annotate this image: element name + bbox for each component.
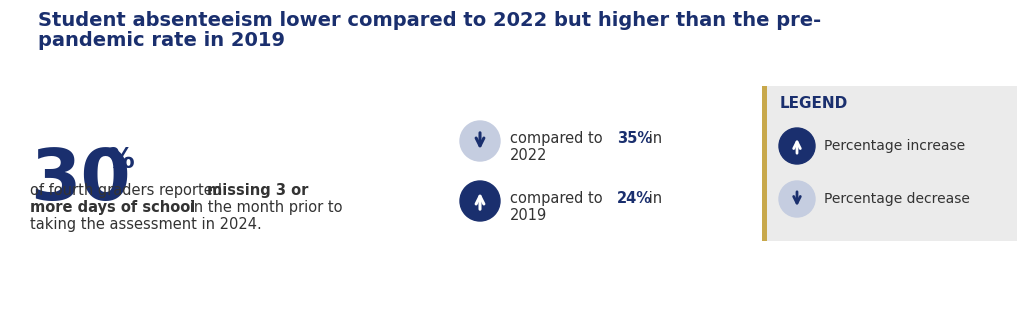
Text: in the month prior to: in the month prior to xyxy=(185,200,342,215)
Text: more days of school: more days of school xyxy=(30,200,196,215)
FancyBboxPatch shape xyxy=(762,86,767,241)
Text: LEGEND: LEGEND xyxy=(780,96,848,111)
Text: Percentage decrease: Percentage decrease xyxy=(824,192,970,206)
Text: Student absenteeism lower compared to 2022 but higher than the pre-: Student absenteeism lower compared to 20… xyxy=(38,11,821,30)
Text: pandemic rate in 2019: pandemic rate in 2019 xyxy=(38,31,285,50)
Text: missing 3 or: missing 3 or xyxy=(207,183,308,198)
Text: 2019: 2019 xyxy=(510,208,547,223)
Text: 24%: 24% xyxy=(617,191,652,206)
FancyBboxPatch shape xyxy=(762,86,1017,241)
Circle shape xyxy=(779,181,815,217)
Text: 2022: 2022 xyxy=(510,148,548,163)
Text: 35%: 35% xyxy=(617,131,652,146)
Text: in: in xyxy=(644,131,663,146)
Text: 30: 30 xyxy=(30,146,131,215)
Text: Percentage increase: Percentage increase xyxy=(824,139,966,153)
Circle shape xyxy=(460,181,500,221)
Text: compared to: compared to xyxy=(510,191,607,206)
Text: %: % xyxy=(106,146,134,174)
Text: in: in xyxy=(644,191,663,206)
Text: taking the assessment in 2024.: taking the assessment in 2024. xyxy=(30,217,262,232)
Text: of fourth graders reported: of fourth graders reported xyxy=(30,183,226,198)
Circle shape xyxy=(460,121,500,161)
Circle shape xyxy=(779,128,815,164)
Text: compared to: compared to xyxy=(510,131,607,146)
